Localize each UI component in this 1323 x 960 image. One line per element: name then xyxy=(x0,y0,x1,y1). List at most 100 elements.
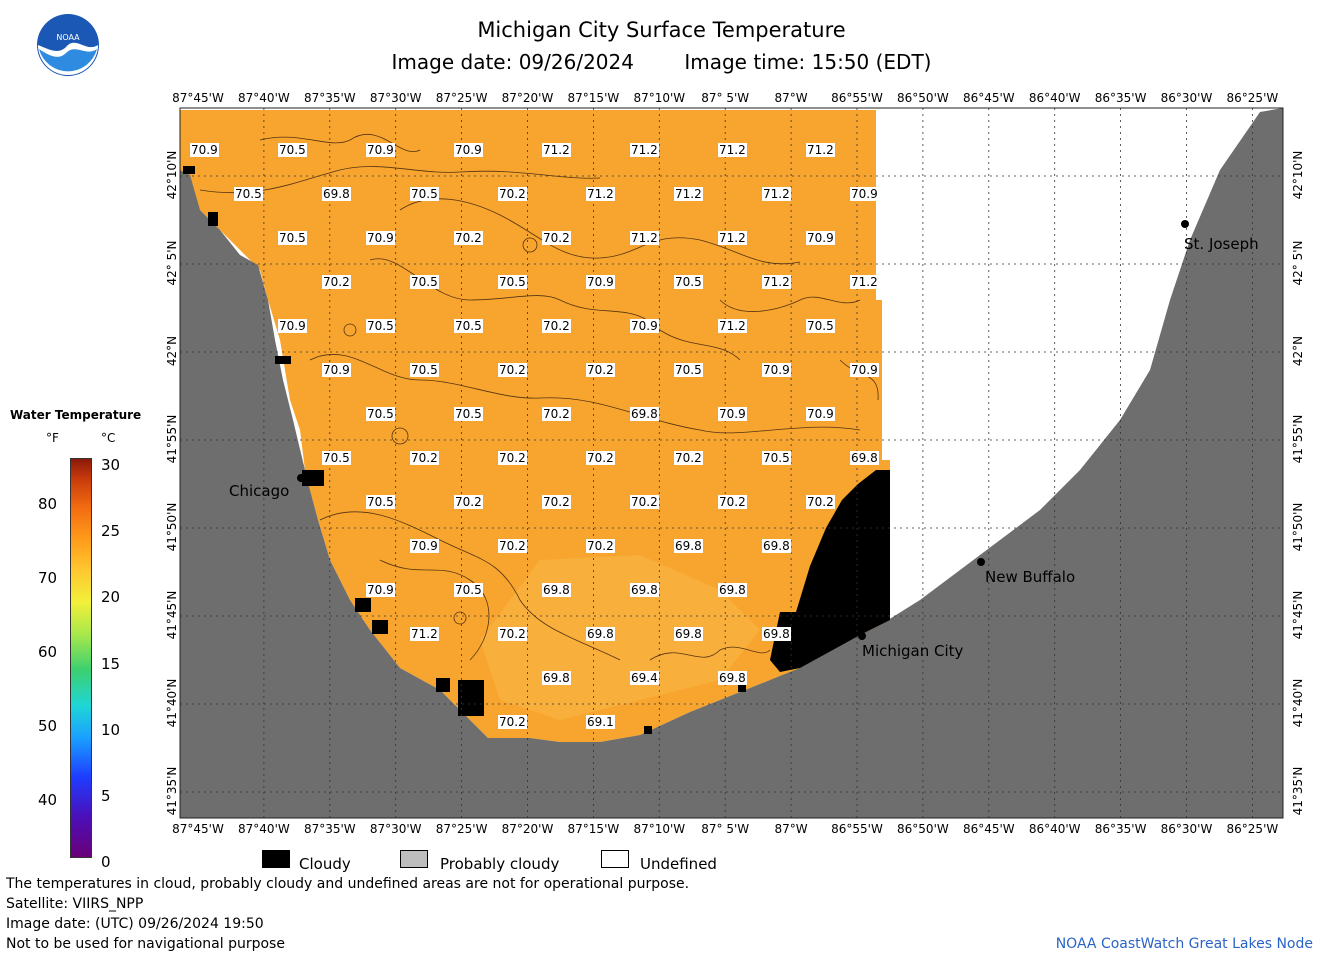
legend-unit-f: °F xyxy=(46,431,59,445)
longitude-tick-bottom: 86°35'W xyxy=(1094,822,1147,836)
temperature-label: 70.9 xyxy=(454,143,483,157)
temperature-label: 70.2 xyxy=(630,495,659,509)
temperature-label: 70.2 xyxy=(498,363,527,377)
logo-text: NOAA xyxy=(56,33,80,42)
legend-tick-f: 70 xyxy=(38,569,58,587)
temperature-label: 70.9 xyxy=(806,407,835,421)
longitude-tick-top: 86°35'W xyxy=(1094,91,1147,105)
temperature-label: 70.5 xyxy=(278,143,307,157)
longitude-tick-top: 87°W xyxy=(774,91,808,105)
latitude-tick-right: 41°40'N xyxy=(1291,678,1305,728)
temperature-label: 69.8 xyxy=(322,187,351,201)
temperature-label: 69.8 xyxy=(762,539,791,553)
temperature-label: 70.2 xyxy=(542,495,571,509)
temperature-label: 71.2 xyxy=(630,231,659,245)
temperature-label: 70.2 xyxy=(322,275,351,289)
legend-tick-c: 15 xyxy=(101,654,121,673)
temperature-label: 70.5 xyxy=(366,407,395,421)
temperature-label: 69.8 xyxy=(630,583,659,597)
temperature-label: 70.5 xyxy=(762,451,791,465)
temperature-label: 71.2 xyxy=(542,143,571,157)
image-datetime: Image date: 09/26/2024 Image time: 15:50… xyxy=(0,50,1323,74)
longitude-tick-bottom: 87°15'W xyxy=(567,822,620,836)
legend-tick-c: 20 xyxy=(101,588,121,607)
latitude-tick-left: 41°45'N xyxy=(165,590,179,640)
latitude-tick-left: 42°N xyxy=(165,335,179,367)
longitude-tick-bottom: 87°35'W xyxy=(303,822,356,836)
temperature-label: 70.5 xyxy=(410,275,439,289)
longitude-tick-top: 86°50'W xyxy=(897,91,949,105)
longitude-tick-top: 87°25'W xyxy=(435,91,488,105)
key-probably-cloudy-label: Probably cloudy xyxy=(440,855,560,873)
map-frame-border xyxy=(179,107,1284,819)
legend-tick-c: 10 xyxy=(101,720,121,739)
longitude-tick-bottom: 86°30'W xyxy=(1160,822,1213,836)
temperature-label: 71.2 xyxy=(630,143,659,157)
latitude-tick-left: 41°55'N xyxy=(165,414,179,464)
temperature-label: 69.8 xyxy=(718,583,747,597)
temperature-label: 70.5 xyxy=(454,319,483,333)
longitude-tick-bottom: 86°40'W xyxy=(1028,822,1081,836)
longitude-tick-top: 86°25'W xyxy=(1226,91,1279,105)
longitude-tick-top: 86°40'W xyxy=(1028,91,1081,105)
city-markers xyxy=(297,220,1189,640)
temperature-label: 70.9 xyxy=(410,539,439,553)
temperature-label: 70.9 xyxy=(806,231,835,245)
temperature-label: 70.5 xyxy=(366,495,395,509)
temperature-label: 70.9 xyxy=(190,143,219,157)
temperature-label: 70.2 xyxy=(498,187,527,201)
cloud-cover xyxy=(183,166,890,734)
longitude-tick-top: 87°40'W xyxy=(238,91,290,105)
longitude-tick-top: 87°10'W xyxy=(633,91,686,105)
temperature-label: 70.5 xyxy=(674,275,703,289)
temperature-label: 70.2 xyxy=(498,451,527,465)
temperature-label: 70.5 xyxy=(234,187,263,201)
temperature-label: 70.2 xyxy=(542,407,571,421)
temperature-label: 70.2 xyxy=(806,495,835,509)
temperature-label: 70.9 xyxy=(322,363,351,377)
longitude-tick-top: 87°45'W xyxy=(172,91,224,105)
city-label-chicago: Chicago xyxy=(229,482,290,500)
temperature-label: 70.9 xyxy=(366,143,395,157)
noaa-logo-icon: NOAA xyxy=(37,14,99,76)
temperature-label: 69.1 xyxy=(586,715,615,729)
st-joseph-marker xyxy=(1181,220,1189,228)
longitude-tick-bottom: 87°30'W xyxy=(369,822,422,836)
temperature-label: 70.5 xyxy=(366,319,395,333)
temperature-label: 70.2 xyxy=(542,319,571,333)
temperature-label: 70.5 xyxy=(498,275,527,289)
footer-note: The temperatures in cloud, probably clou… xyxy=(6,876,690,892)
temperature-label: 70.2 xyxy=(454,495,483,509)
latitude-tick-left: 42°10'N xyxy=(165,150,179,200)
legend-title: Water Temperature xyxy=(10,408,142,422)
longitude-tick-bottom: 87°20'W xyxy=(501,822,554,836)
footer-nav-warning: Not to be used for navigational purpose xyxy=(6,936,285,952)
latitude-tick-right: 42°10'N xyxy=(1291,150,1305,200)
temperature-label: 70.2 xyxy=(542,231,571,245)
temperature-label: 70.2 xyxy=(586,451,615,465)
legend-tick-c: 25 xyxy=(101,522,121,541)
temperature-label: 70.5 xyxy=(674,363,703,377)
latitude-tick-left: 41°40'N xyxy=(165,678,179,728)
temperature-label: 70.9 xyxy=(630,319,659,333)
footer-credit: NOAA CoastWatch Great Lakes Node xyxy=(1055,936,1313,952)
longitude-tick-bottom: 87° 5'W xyxy=(701,822,750,836)
temperature-label: 70.9 xyxy=(586,275,615,289)
footer-satellite: Satellite: VIIRS_NPP xyxy=(6,896,144,912)
temperature-label: 70.2 xyxy=(410,451,439,465)
temperature-label: 70.9 xyxy=(850,363,879,377)
latitude-tick-right: 42°N xyxy=(1291,335,1305,367)
legend-tick-f: 60 xyxy=(38,643,58,661)
temperature-label: 70.5 xyxy=(806,319,835,333)
temperature-label: 70.9 xyxy=(762,363,791,377)
longitude-tick-top: 87°20'W xyxy=(501,91,554,105)
latitude-tick-right: 42° 5'N xyxy=(1291,240,1305,286)
longitude-tick-bottom: 87°25'W xyxy=(435,822,488,836)
temperature-label: 70.5 xyxy=(278,231,307,245)
temperature-label: 71.2 xyxy=(762,275,791,289)
temperature-label: 69.8 xyxy=(586,627,615,641)
temperature-label: 71.2 xyxy=(850,275,879,289)
legend-tick-c: 5 xyxy=(101,787,111,805)
longitude-tick-top: 87°15'W xyxy=(567,91,620,105)
